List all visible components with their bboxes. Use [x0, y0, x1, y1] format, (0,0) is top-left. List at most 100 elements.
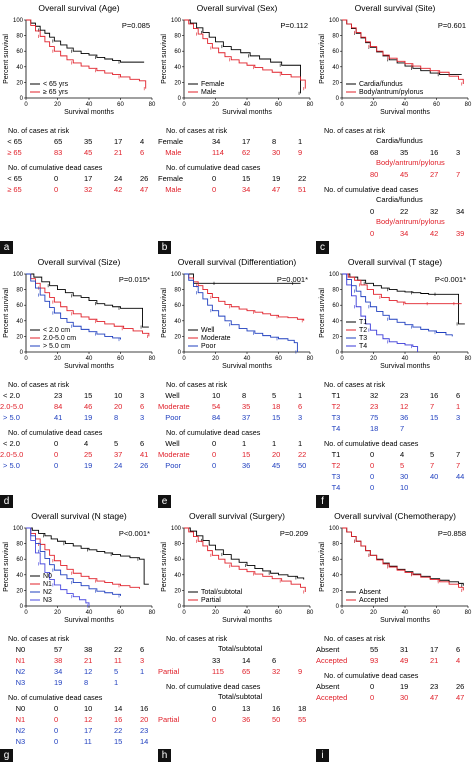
chart-title: Overall survival (Site): [354, 3, 436, 13]
row-label: ≥ 65: [7, 185, 22, 194]
legend-label: Partial: [201, 597, 221, 604]
table-cell: 8: [84, 678, 89, 687]
table-row: Well 0 1 1 1: [158, 439, 316, 450]
y-tick-label: 100: [13, 526, 24, 532]
x-tick-label: 60: [117, 610, 124, 616]
table-cell: 5: [272, 391, 277, 400]
table-cell: 62: [242, 148, 251, 157]
y-tick-label: 80: [332, 542, 339, 548]
table-row: T2 23 12 7 1: [316, 402, 474, 413]
chart-panel-b: Overall survival (Sex) 0 20 40 60 80 100 0 20 40 6…: [158, 0, 316, 254]
table-cell: 17: [84, 174, 93, 183]
y-tick-label: 80: [174, 542, 181, 548]
table-row: 2.0-5.0 0 25 37 41: [0, 450, 158, 461]
table-cell: 0: [212, 439, 217, 448]
legend-label: < 2.0 cm: [43, 327, 70, 334]
table-cell: 57: [54, 645, 63, 654]
row-label: Partial: [158, 715, 180, 724]
survival-curve-0: [26, 527, 149, 585]
table-cell: 22: [400, 207, 409, 216]
row-label: N3: [15, 678, 26, 687]
row-label: N2: [15, 667, 26, 676]
table-row: Male 114 62 30 9: [158, 148, 316, 159]
table-section-label: No. of cases at risk: [166, 634, 228, 643]
table-cell: 19: [84, 413, 93, 422]
table-row-values: 0 22 32 34: [316, 207, 474, 218]
table-row: < 2.0 23 15 10 3: [0, 391, 158, 402]
table-section-label: No. of cases at risk: [324, 634, 386, 643]
y-tick-label: 40: [174, 319, 181, 325]
x-tick-label: 20: [212, 102, 219, 108]
chart-title: Overall survival (Chemotherapy): [334, 511, 456, 521]
row-label: T4: [331, 424, 341, 433]
table-cell: 34: [242, 185, 251, 194]
table-section-label: No. of cumulative dead cases: [324, 671, 419, 680]
table-cell: 21: [430, 656, 439, 665]
table-cell: 17: [114, 137, 123, 146]
table-cell: 22: [298, 450, 307, 459]
table-cell: 40: [430, 472, 439, 481]
p-value: P<0.001*: [435, 275, 466, 284]
x-tick-label: 60: [433, 610, 440, 616]
y-tick-label: 40: [16, 573, 23, 579]
row-label: N1: [15, 656, 26, 665]
table-cell: 20: [272, 450, 281, 459]
table-cell: 3: [140, 391, 145, 400]
table-cell: 14: [114, 704, 123, 713]
chart-title: Overall survival (Surgery): [189, 511, 285, 521]
row-label: Moderate: [158, 450, 190, 459]
table-cell: 42: [114, 185, 123, 194]
y-tick-label: 80: [16, 288, 23, 294]
table-cell: 68: [370, 148, 379, 157]
table-row: N0 0 10 14 16: [0, 704, 158, 715]
survival-curve-2: [26, 527, 121, 596]
survival-curve-2: [342, 273, 453, 337]
table-cell: 0: [370, 450, 375, 459]
survival-curve-1: [184, 273, 305, 321]
y-tick-label: 20: [332, 588, 339, 594]
survival-curve-3: [342, 273, 419, 352]
risk-table: Cardia/fundus 68 35 16 3 Body/antrum/pylorus 8…: [316, 136, 474, 181]
x-tick-label: 80: [307, 356, 314, 362]
legend-label: Total/subtotal: [201, 589, 243, 596]
y-tick-label: 100: [329, 18, 340, 24]
legend-label: N2: [43, 589, 52, 596]
table-cell: 3: [456, 148, 461, 157]
table-cell: 6: [140, 645, 145, 654]
survival-curve-1: [342, 19, 464, 84]
x-tick-label: 40: [244, 610, 251, 616]
chart-title: Overall survival (N stage): [31, 511, 127, 521]
row-label: N2: [15, 726, 26, 735]
row-label: 2.0-5.0: [0, 450, 24, 459]
table-cell: 8: [272, 137, 277, 146]
table-cell: 32: [430, 207, 439, 216]
table-cell: 17: [84, 726, 93, 735]
table-cell: 16: [114, 715, 123, 724]
table-cell: 1: [114, 678, 119, 687]
x-axis-label: Survival months: [380, 617, 430, 624]
panel-letter: g: [0, 749, 13, 762]
table-row: ≥ 65 83 45 21 6: [0, 148, 158, 159]
survival-curve-0: [26, 273, 149, 328]
table-cell: 23: [400, 391, 409, 400]
row-label: Male: [165, 148, 182, 157]
table-cell: 38: [84, 645, 93, 654]
row-label: > 5.0: [3, 461, 20, 470]
risk-table: Absent 55 31 17 6 Accepted 93 49 21 4: [316, 645, 474, 667]
row-label: Well: [165, 439, 180, 448]
table-section-label: No. of cumulative dead cases: [8, 428, 103, 437]
table-cell: 39: [456, 229, 465, 238]
table-cell: 0: [54, 174, 59, 183]
table-cell: 75: [370, 413, 379, 422]
row-label: T3: [331, 413, 341, 422]
panel-letter: a: [0, 241, 13, 254]
table-row: T3 75 36 15 3: [316, 413, 474, 424]
table-cell: 36: [242, 461, 251, 470]
table-section-label: No. of cumulative dead cases: [324, 185, 419, 194]
y-tick-label: 100: [13, 272, 24, 278]
table-cell: 0: [370, 483, 375, 492]
chart-title: Overall survival (Age): [38, 3, 120, 13]
legend-label: ≥ 65 yrs: [43, 89, 68, 96]
table-section-label: No. of cumulative dead cases: [8, 693, 103, 702]
table-cell: 0: [54, 185, 59, 194]
